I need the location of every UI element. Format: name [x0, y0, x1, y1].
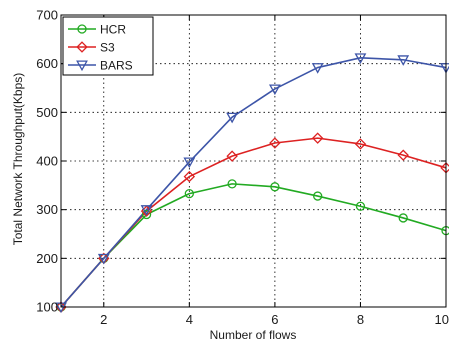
- legend-label-s3: S3: [100, 41, 115, 55]
- data-point-bars: [226, 112, 239, 124]
- legend: HCR S3 BARS: [62, 16, 154, 76]
- data-point-s3: [354, 138, 367, 150]
- data-point-bars: [311, 63, 324, 74]
- legend-label-bars: BARS: [100, 59, 133, 73]
- data-point-bars: [354, 53, 367, 64]
- x-tick-label: 8: [357, 312, 364, 327]
- series-line-hcr: [60, 183, 447, 308]
- legend-item-s3: S3: [68, 41, 115, 55]
- data-point-s3: [183, 170, 196, 183]
- x-tick-labels: 2 4 6 8 10: [100, 312, 449, 327]
- data-point-bars: [183, 157, 196, 169]
- y-tick-label: 300: [36, 202, 58, 217]
- y-tick-label: 600: [36, 56, 58, 71]
- data-point-s3: [226, 150, 238, 162]
- x-tick-label: 10: [435, 312, 449, 327]
- y-axis-title: Total Network Throughput(Kbps): [11, 73, 25, 246]
- data-point-bars: [97, 253, 110, 265]
- plot-frame: [60, 14, 447, 308]
- series-lines: [60, 57, 447, 308]
- y-tick-label: 700: [36, 8, 58, 23]
- x-axis-title: Number of flows: [210, 328, 297, 342]
- data-point-s3: [269, 137, 281, 149]
- legend-marker-s3: [76, 41, 88, 53]
- y-tick-labels: 100 200 300 400 500 600 700: [36, 8, 58, 315]
- series-line-bars: [60, 57, 447, 308]
- y-tick-label: 100: [36, 300, 58, 315]
- data-point-hcr: [141, 209, 152, 220]
- legend-label-hcr: HCR: [100, 23, 126, 37]
- data-point-bars: [140, 205, 153, 216]
- y-tick-label: 200: [36, 251, 58, 266]
- legend-item-bars: BARS: [68, 59, 133, 73]
- data-point-bars: [397, 55, 410, 66]
- y-tick-label: 500: [36, 105, 58, 120]
- data-point-s3: [397, 149, 409, 161]
- y-tick-label: 400: [36, 154, 58, 169]
- data-point-hcr: [355, 201, 366, 211]
- data-point-hcr: [398, 213, 408, 223]
- data-point-hcr: [313, 191, 323, 201]
- x-tick-label: 4: [186, 312, 193, 327]
- x-tick-label: 6: [271, 312, 278, 327]
- data-point-hcr: [184, 188, 194, 199]
- data-point-hcr: [270, 182, 280, 192]
- data-point-hcr: [227, 179, 237, 189]
- data-point-bars: [268, 84, 281, 96]
- x-tick-label: 2: [100, 312, 107, 327]
- series-markers: [55, 53, 449, 314]
- legend-marker-bars: [76, 60, 88, 72]
- data-point-s3: [311, 132, 324, 144]
- legend-item-hcr: HCR: [68, 23, 126, 37]
- legend-marker-hcr: [77, 24, 87, 34]
